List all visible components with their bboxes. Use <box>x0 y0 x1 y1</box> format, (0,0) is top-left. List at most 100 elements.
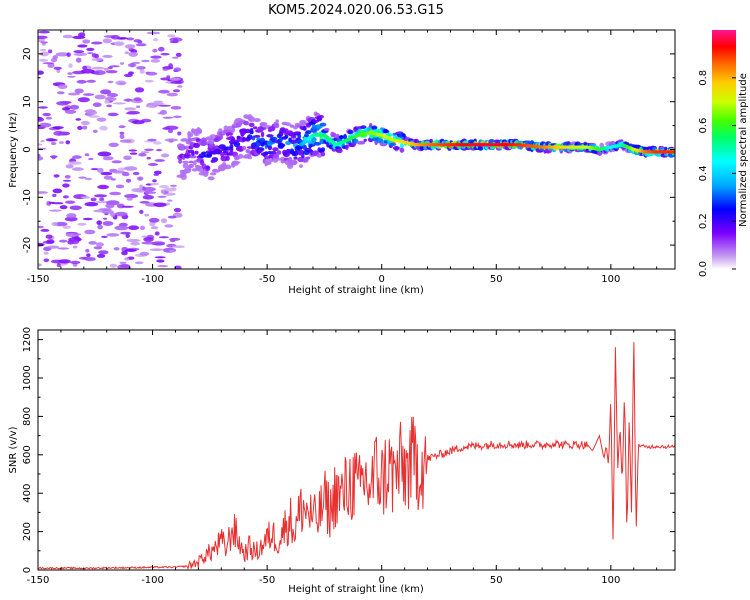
colorbar-tick-label: 0.0 <box>698 261 709 277</box>
x-tick-label: -100 <box>141 274 164 285</box>
y-tick-label: 200 <box>22 522 33 541</box>
spectrogram-ridge-cell <box>189 132 194 138</box>
spectrogram-ridge-cell <box>285 122 291 127</box>
spectrogram-noise-blob <box>119 261 127 264</box>
x-tick-label: 100 <box>601 575 620 586</box>
spectrogram-noise-blob <box>39 51 50 57</box>
spectrogram-noise-blob <box>118 82 126 85</box>
spectrogram-noise-blob <box>150 59 161 63</box>
spectrogram-noise-blob <box>84 229 96 235</box>
spectrogram-noise-blob <box>118 125 126 129</box>
spectrogram-noise-blob <box>144 213 150 217</box>
spectrogram-ridge-cell <box>357 140 366 145</box>
spectrogram-noise-blob <box>127 63 137 68</box>
spectrogram-noise-blob <box>86 253 91 257</box>
spectrogram-noise-blob <box>109 263 118 268</box>
spectrogram-noise-blob <box>38 35 48 39</box>
spectrogram-ridge-cell <box>248 122 255 128</box>
spectrogram-noise-blob <box>125 178 132 183</box>
spectrogram-ridge-cell <box>353 138 359 144</box>
spectrogram-ridge-cell <box>209 172 217 176</box>
spectrogram-ridge-cell <box>188 160 194 164</box>
spectrogram-noise-blob <box>51 155 56 160</box>
spectrogram-noise-blob <box>82 65 88 70</box>
spectrogram-noise-blob <box>88 157 94 161</box>
spectrogram-noise-blob <box>105 70 118 74</box>
spectrogram-noise-blob <box>153 202 167 208</box>
spectrogram-noise-blob <box>160 77 172 81</box>
spectrogram-noise-blob <box>68 161 82 165</box>
spectrogram-noise-blob <box>160 109 167 115</box>
spectrogram-noise-blob <box>125 112 137 115</box>
spectrogram-noise-blob <box>95 242 104 248</box>
spectrogram-noise-blob <box>153 38 159 42</box>
spectrogram-noise-blob <box>139 251 150 256</box>
spectrogram-noise-blob <box>77 222 87 226</box>
spectrogram-noise-blob <box>109 65 120 68</box>
spectrogram-noise-blob <box>48 49 53 54</box>
spectrogram-ridge-cell <box>336 148 343 154</box>
spectrogram-noise-blob <box>92 129 98 133</box>
spectrogram-noise-blob <box>52 126 64 130</box>
spectrogram-noise-blob <box>50 259 65 264</box>
spectrogram-ridge-cell <box>387 132 391 136</box>
spectrogram-ridge-cell <box>233 141 241 147</box>
spectrogram-noise-blob <box>82 39 91 44</box>
spectrogram-noise-blob <box>177 131 182 136</box>
y-tick-label: -20 <box>22 237 33 253</box>
spectrogram-ridge-cell <box>231 126 235 133</box>
spectrogram-noise-blob <box>91 41 103 45</box>
spectrogram-ridge-cell <box>249 130 254 135</box>
spectrogram-noise-blob <box>122 171 130 177</box>
colorbar-ticks: 0.0 0.2 0.4 0.6 0.8 <box>698 70 736 277</box>
spectrogram-noise-blob <box>141 59 150 63</box>
spectrogram-noise-blob <box>160 52 170 56</box>
spectrogram-noise-blob <box>78 32 86 37</box>
spectrogram-noise-blob <box>81 120 90 126</box>
spectrogram-noise-blob <box>59 141 64 144</box>
spectrogram-noise-blob <box>132 171 140 176</box>
spectrogram-noise-blob <box>38 30 51 34</box>
spectrogram-ridge-cell <box>275 122 280 129</box>
spectrogram-ridge-cell <box>302 125 307 131</box>
spectrogram-ridge-cell <box>224 164 232 170</box>
spectrogram-noise-blob <box>52 193 57 198</box>
spectrogram-noise-blob <box>91 53 97 58</box>
spectrogram-noise-blob <box>59 239 68 243</box>
spectrogram-ridge-cell <box>247 156 253 160</box>
colorbar-tick-label: 0.4 <box>698 165 709 181</box>
spectrogram-noise-blob <box>43 258 50 263</box>
spectrogram-noise-blob <box>38 70 44 75</box>
spectrogram-noise-blob <box>51 222 58 226</box>
spectrogram-ridge-cell <box>208 140 215 145</box>
spectrogram-ridge-cell <box>207 176 215 181</box>
spectrogram-noise-blob <box>152 179 157 183</box>
spectrogram-noise-blob <box>121 250 128 256</box>
spectrogram-noise-blob <box>77 97 90 103</box>
spectrogram-noise-blob <box>71 167 84 171</box>
spectrogram-noise-blob <box>96 117 107 122</box>
spectrogram-noise-blob <box>114 41 125 47</box>
snr-y-label: SNR (v/v) <box>8 426 19 473</box>
spectrogram-ridge-cell <box>212 158 218 163</box>
spectrogram-noise-blob <box>138 152 147 157</box>
spectrogram-noise-blob <box>148 217 160 223</box>
spectrogram-noise-blob <box>169 184 177 187</box>
spectrogram-noise-blob <box>40 228 50 232</box>
spectrogram-ridge-cell <box>306 156 311 160</box>
spectrogram-ridge-cell <box>191 151 195 156</box>
spectrogram-ridge-cell <box>248 116 256 123</box>
spectrogram-ridge-cell <box>241 128 247 133</box>
spectrogram-noise-blob <box>110 212 116 218</box>
spectrogram-noise-blob <box>121 205 134 208</box>
spectrogram-noise-blob <box>77 44 88 48</box>
spectrogram-noise-blob <box>62 195 69 199</box>
spectrogram-noise-blob <box>72 245 78 249</box>
y-tick-label: 1000 <box>22 365 33 390</box>
spectrogram-ridge-cell <box>253 118 261 123</box>
spectrogram-ridge-cell <box>225 155 230 161</box>
snr-y-ticks: 0 200 400 600 800 1000 1200 <box>22 327 675 573</box>
spectrogram-ridge-cell <box>399 147 405 153</box>
spectrogram-ridge-cell <box>320 147 326 153</box>
spectrogram-noise-blob <box>145 71 150 74</box>
